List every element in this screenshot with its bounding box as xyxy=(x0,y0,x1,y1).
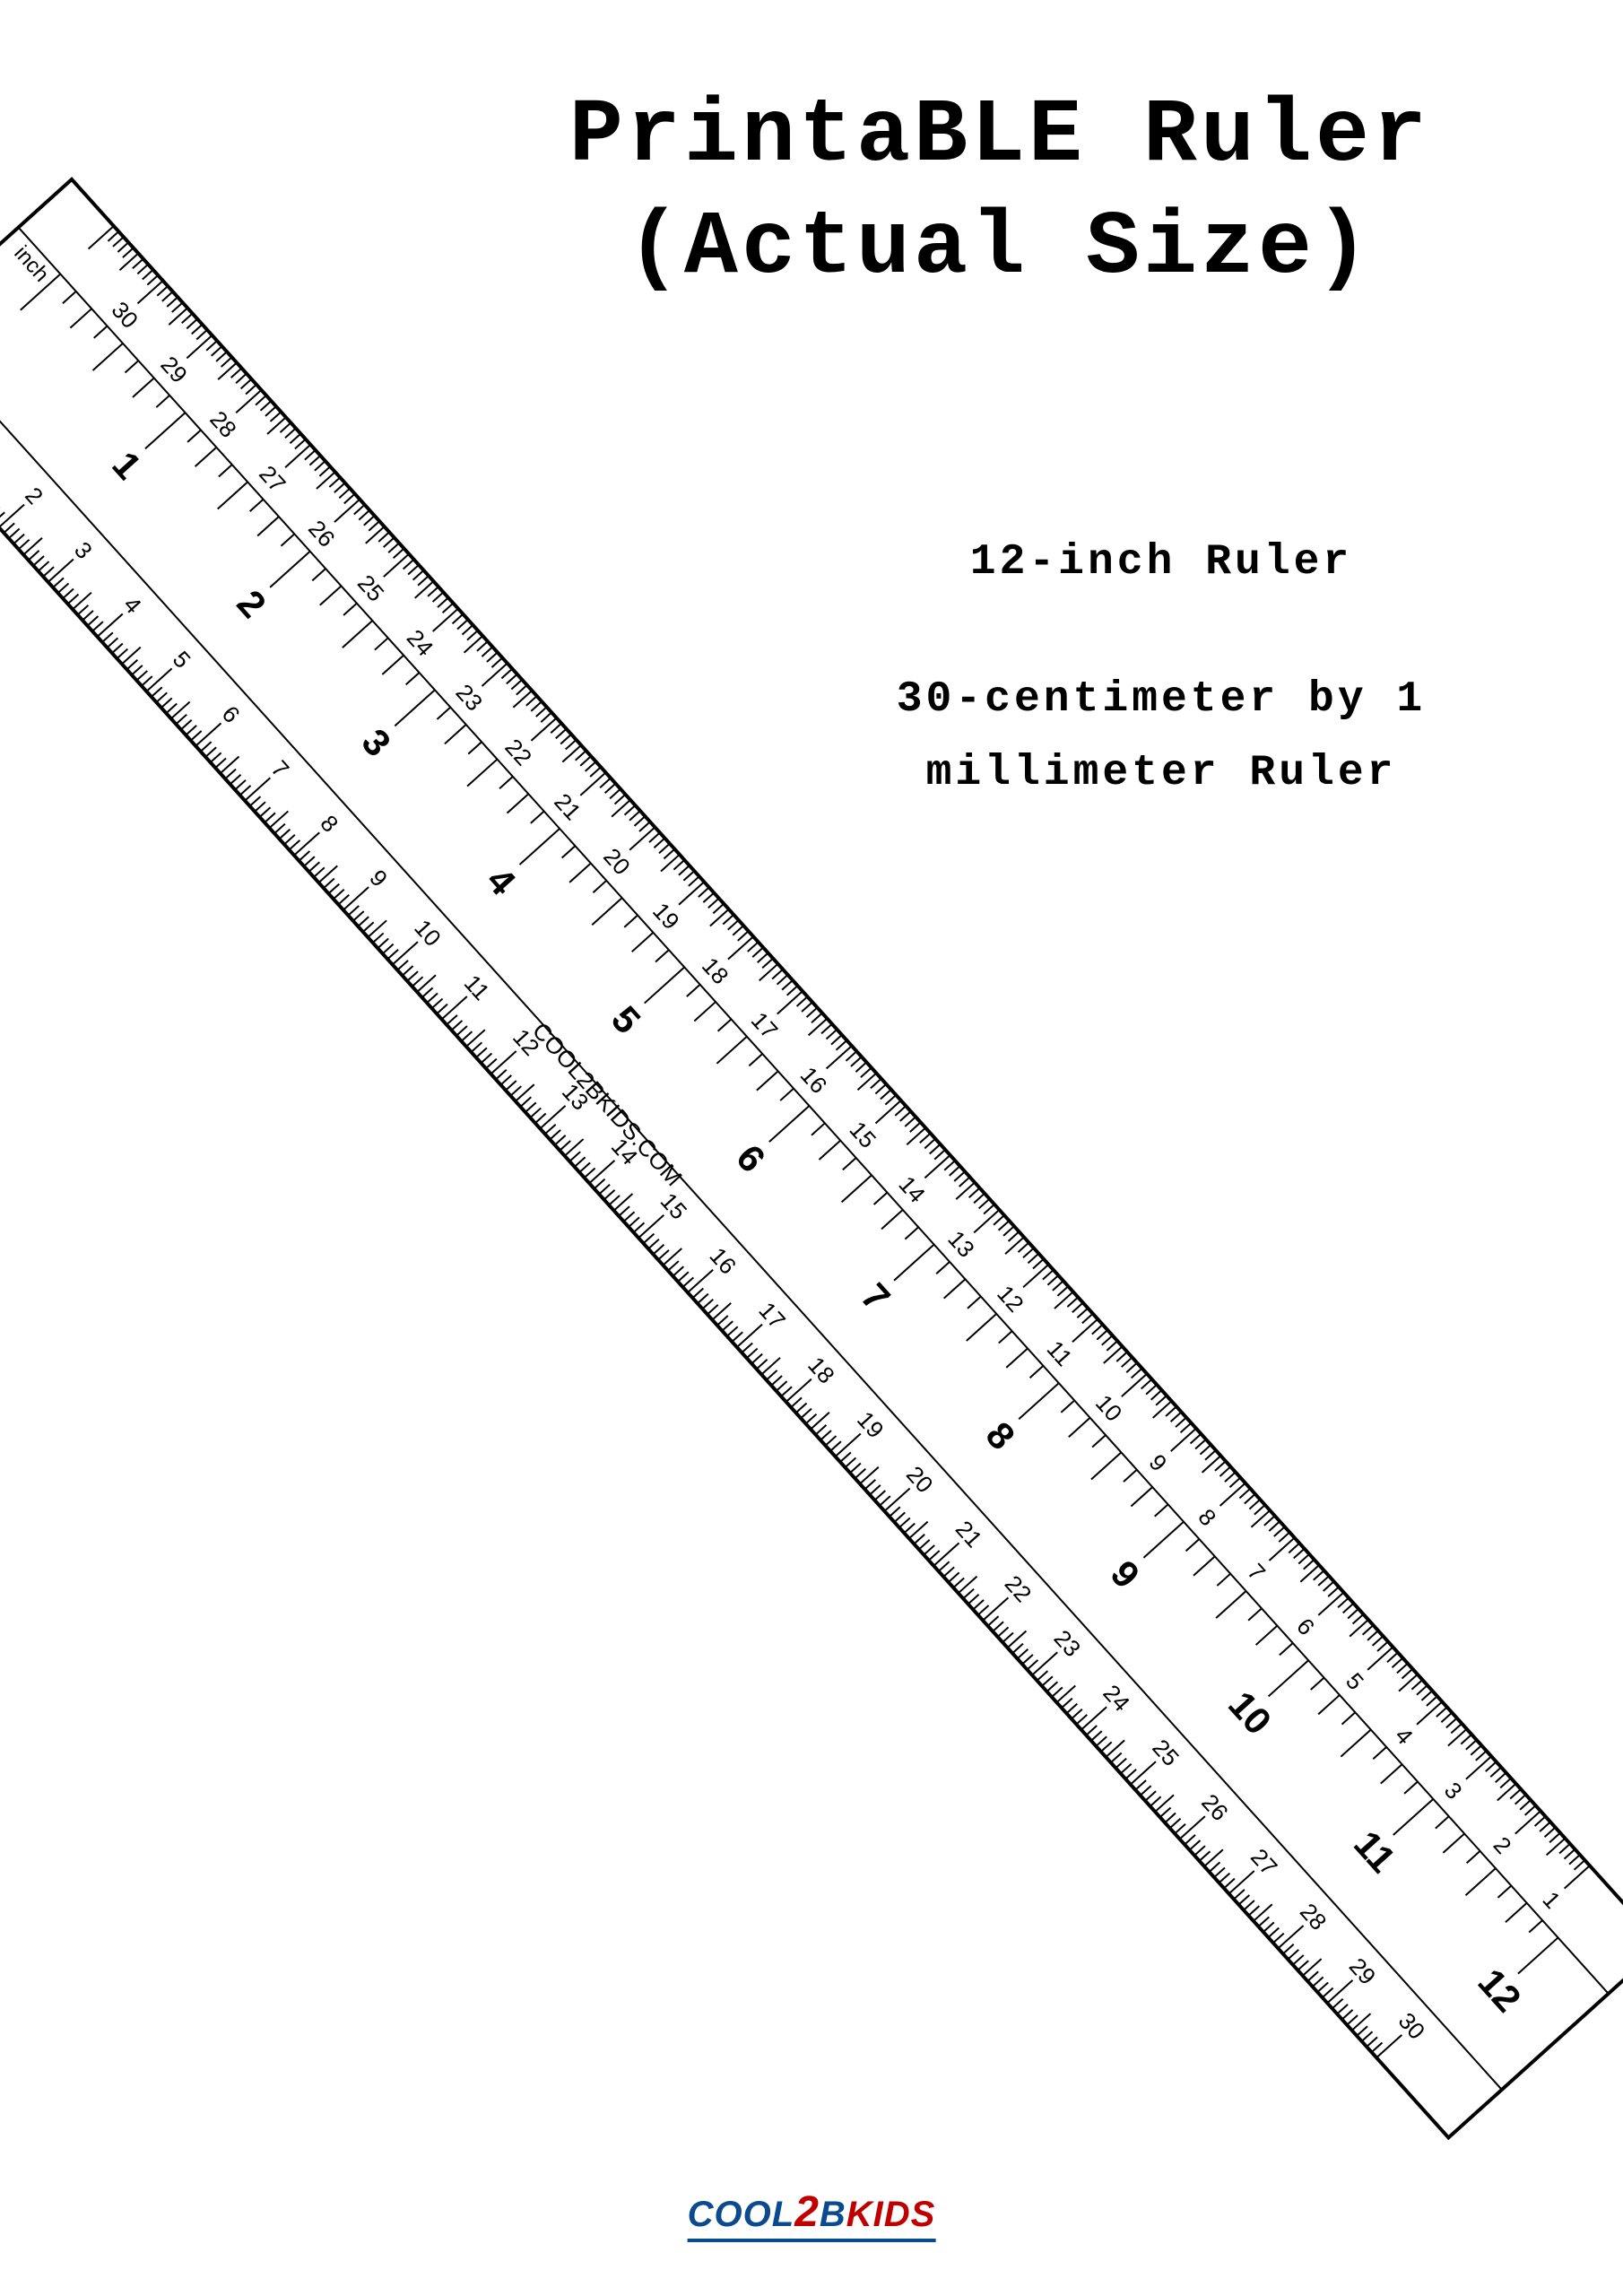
logo-cool: COOL xyxy=(688,2195,795,2234)
logo-kids: KIDS xyxy=(846,2195,936,2234)
logo-underline xyxy=(688,2239,936,2242)
footer-logo: COOL2BKIDS xyxy=(688,2187,936,2242)
ruler-diagram: 3029282726252423222120191817161514131211… xyxy=(0,0,1623,2296)
logo-b: B xyxy=(820,2195,846,2234)
logo-two: 2 xyxy=(794,2188,820,2236)
